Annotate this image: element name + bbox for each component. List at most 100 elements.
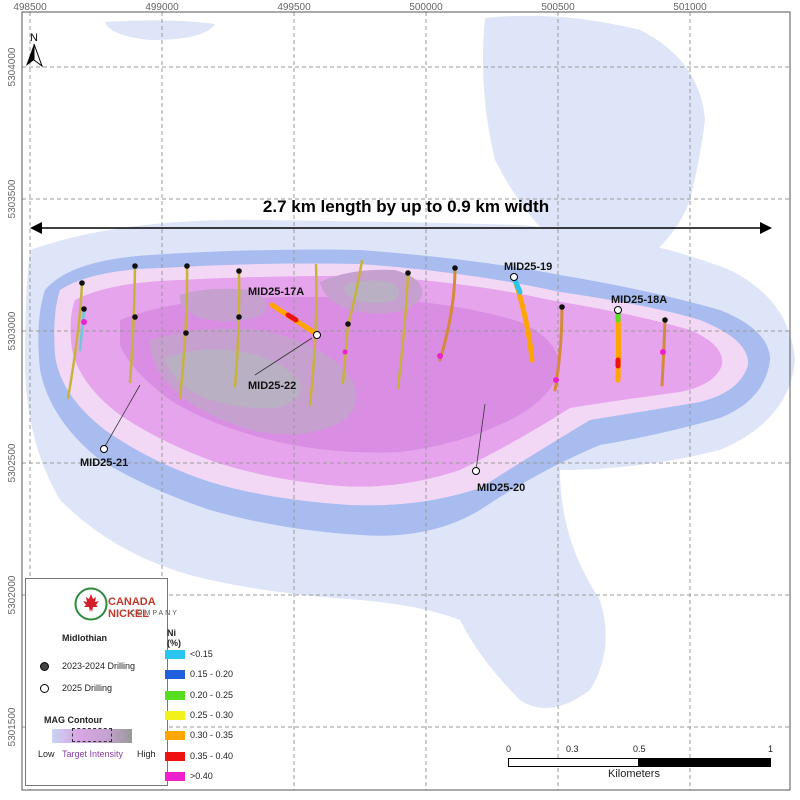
company-name: CANADA NICKEL (108, 596, 156, 620)
northing-tick: 5303000 (7, 311, 18, 350)
collars-2025 (100, 273, 622, 475)
hole-label-mid25-17a: MID25-17A (248, 286, 304, 298)
ni-class-swatch (165, 751, 185, 761)
mag-contours (25, 15, 795, 708)
ni-class-swatch (165, 690, 185, 700)
northing-tick: 5302500 (7, 443, 18, 482)
scale-tick-label: 0.3 (566, 744, 579, 754)
drilling-2023-2024-label: 2023-2024 Drilling (62, 661, 136, 671)
scale-units: Kilometers (608, 768, 660, 780)
scale-segment-white (508, 758, 639, 767)
hole-label-mid25-22: MID25-22 (248, 380, 296, 392)
drill-trace-mid25-19-top (512, 277, 523, 295)
north-label: N (30, 32, 38, 44)
ni-high-segment (660, 349, 666, 355)
ni-class-label: 0.20 - 0.25 (190, 689, 234, 700)
easting-tick: 500500 (541, 2, 575, 13)
ni-class-label: >0.40 (190, 770, 213, 781)
map-frame (21, 11, 791, 791)
easting-tick: 500000 (409, 2, 443, 13)
hole-label-mid25-21: MID25-21 (80, 457, 128, 469)
drill-collar-2025 (614, 306, 622, 314)
coordinate-grid (22, 12, 790, 790)
drill-trace (396, 271, 410, 390)
drill-trace (346, 259, 364, 327)
drill-collar (236, 314, 242, 320)
ni-high-segment (342, 349, 348, 355)
dimension-heading: 2.7 km length by up to 0.9 km width (263, 197, 549, 216)
map-legend: CANADA NICKEL COMPANY Midlothian 2023-20… (25, 578, 177, 786)
scale-tick-label: 1 (768, 744, 774, 754)
drill-collar-2025 (100, 445, 108, 453)
easting-tick: 499500 (277, 2, 311, 13)
easting-tick: 498500 (13, 2, 47, 13)
mag-contour-outer-top (105, 20, 215, 40)
dimension-arrow (30, 222, 772, 234)
drill-trace (78, 308, 86, 352)
drill-collar (79, 280, 85, 286)
drill-collar (452, 265, 458, 271)
scale-bar: 0 0.3 0.5 1 Kilometers (500, 742, 780, 782)
drill-collar-2025 (510, 273, 518, 281)
ni-class-label: 0.30 - 0.35 (190, 730, 234, 741)
ni-class-label: 0.15 - 0.20 (190, 669, 234, 680)
maple-leaf-logo-icon (74, 587, 108, 621)
ni-class-label: 0.25 - 0.30 (190, 709, 234, 720)
drill-trace (128, 264, 137, 384)
ni-high-segment (81, 319, 87, 325)
scale-tick-label: 0.5 (633, 744, 646, 754)
mag-contour-outer-north (482, 15, 705, 263)
drill-collar-2025 (472, 467, 480, 475)
drill-trace (178, 264, 189, 400)
project-title: Midlothian (62, 633, 107, 643)
drill-collar (236, 268, 242, 274)
scale-segment-black (639, 758, 771, 767)
drill-holes (66, 259, 667, 407)
mag-contour-title: MAG Contour (44, 715, 103, 725)
leader-line (103, 384, 141, 449)
mag-target-label: Target Intensity (62, 749, 124, 759)
northing-tick: 5303500 (7, 179, 18, 218)
drill-trace-mid25-17a-high (285, 312, 299, 323)
ni-legend-title: Ni (%) (167, 628, 181, 648)
north-arrow-icon: N (26, 32, 44, 68)
northing-tick: 5304000 (7, 47, 18, 86)
drill-collar (345, 321, 351, 327)
drill-trace (66, 281, 84, 400)
ni-class-label: <0.15 (190, 649, 213, 659)
target-intensity-box (72, 728, 112, 742)
drill-collar (132, 263, 138, 269)
collars-2023-2024 (79, 263, 668, 336)
drill-collar (183, 330, 189, 336)
leader-line (254, 337, 313, 376)
easting-tick: 499000 (145, 2, 179, 13)
hole-label-mid25-20: MID25-20 (477, 482, 525, 494)
drilling-2025-label: 2025 Drilling (62, 683, 113, 693)
northing-tick-labels: 5304000 5303500 5303000 5302500 5302000 … (7, 47, 18, 746)
ni-high-segment (437, 353, 443, 359)
company-subtitle: COMPANY (130, 610, 179, 617)
drill-collar-2025 (313, 331, 321, 339)
mag-contour-grey (165, 349, 301, 409)
easting-tick: 501000 (673, 2, 707, 13)
hole-label-mid25-18a: MID25-18A (611, 294, 667, 306)
ni-class-label: 0.35 - 0.40 (190, 750, 234, 761)
ni-class-swatch (165, 731, 185, 741)
drilling-2023-2024-symbol (40, 662, 49, 671)
drill-trace (233, 269, 241, 388)
ni-class-swatch (165, 771, 185, 781)
drill-trace (438, 266, 457, 362)
drill-collar (662, 317, 668, 323)
ni-class-swatch (165, 670, 185, 680)
ni-class-swatch (165, 710, 185, 720)
ni-high-segment (553, 377, 559, 383)
mag-low-label: Low (38, 749, 55, 759)
northing-tick: 5301500 (7, 707, 18, 746)
scale-tick-label: 0 (506, 744, 512, 754)
drill-collar (132, 314, 138, 320)
easting-tick-labels: 498500 499000 499500 500000 500500 50100… (13, 2, 707, 13)
drill-collar (81, 306, 87, 312)
northing-tick: 5302000 (7, 575, 18, 614)
drill-collar (559, 304, 565, 310)
